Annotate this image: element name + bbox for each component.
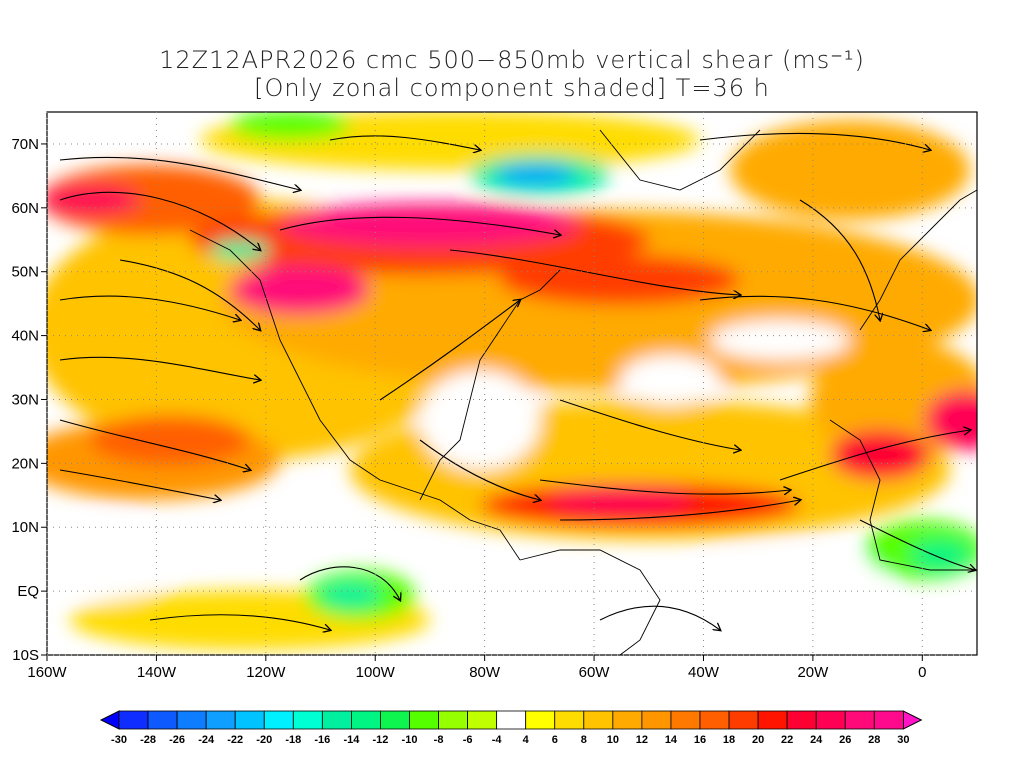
colorbar-label: -16 bbox=[314, 734, 330, 746]
colorbar-box bbox=[641, 710, 672, 730]
colorbar-label: -30 bbox=[111, 734, 127, 746]
colorbar-label: 28 bbox=[868, 734, 880, 746]
lon-tick-label: 140W bbox=[137, 664, 177, 681]
plot-title-line1: 12Z12APR2026 cmc 500−850mb vertical shea… bbox=[159, 46, 865, 74]
lat-tick-label: EQ bbox=[17, 583, 39, 600]
colorbar-label: -22 bbox=[227, 734, 243, 746]
colorbar-box bbox=[118, 710, 149, 730]
colorbar-label: 20 bbox=[752, 734, 764, 746]
map-frame bbox=[46, 111, 978, 656]
colorbar-box bbox=[525, 710, 556, 730]
lat-tick-label: 60N bbox=[11, 200, 39, 217]
colorbar-box bbox=[873, 710, 904, 730]
colorbar-label: -24 bbox=[198, 734, 215, 746]
colorbar-label: -18 bbox=[285, 734, 301, 746]
colorbar-box bbox=[205, 710, 236, 730]
colorbar-box bbox=[786, 710, 817, 730]
colorbar-box bbox=[670, 710, 701, 730]
lon-tick-label: 60W bbox=[579, 664, 611, 681]
lon-tick-label: 80W bbox=[469, 664, 501, 681]
axes: 160W 140W 120W 100W 80W 60W 40W 20W 0 70N 60N 50N 40… bbox=[11, 112, 977, 681]
colorbar-high-arrow bbox=[902, 710, 923, 730]
shading-layer bbox=[47, 112, 977, 655]
colorbar-label: 24 bbox=[810, 734, 823, 746]
colorbar-label: -20 bbox=[256, 734, 272, 746]
lon-tick-label: 160W bbox=[27, 664, 67, 681]
colorbar-label: 8 bbox=[581, 734, 587, 746]
colorbar-box bbox=[380, 710, 410, 730]
colorbar-label: 16 bbox=[694, 734, 706, 746]
colorbar-box bbox=[147, 710, 178, 730]
colorbar-box bbox=[844, 710, 875, 730]
colorbar-label: 6 bbox=[552, 734, 558, 746]
colorbar-label: 30 bbox=[897, 734, 909, 746]
lon-tick-label: 40W bbox=[688, 664, 720, 681]
colorbar-label: -8 bbox=[434, 734, 444, 746]
lon-tick-label: 0 bbox=[918, 664, 926, 681]
lat-tick-label: 50N bbox=[11, 264, 39, 281]
colorbar-label: -14 bbox=[343, 734, 360, 746]
lon-tick-label: 100W bbox=[356, 664, 396, 681]
colorbar-low-arrow bbox=[99, 710, 120, 730]
colorbar-box bbox=[350, 710, 381, 730]
colorbar-box bbox=[699, 710, 730, 730]
lat-tick-label: 70N bbox=[11, 136, 39, 153]
colorbar-label: 10 bbox=[607, 734, 619, 746]
colorbar-label: -6 bbox=[463, 734, 473, 746]
colorbar-box bbox=[612, 710, 643, 730]
colorbar-box bbox=[234, 710, 265, 730]
plot-title-line2: [Only zonal component shaded] T=36 h bbox=[254, 74, 770, 102]
colorbar-label: 12 bbox=[636, 734, 648, 746]
colorbar-label: 22 bbox=[781, 734, 793, 746]
colorbar-box bbox=[263, 710, 294, 730]
streamlines bbox=[59, 132, 975, 630]
colorbar: -30 -28 -26 -24 -22 -20 -18 -16 -14 -12 -10 -8 -6 -4 4… bbox=[99, 710, 923, 746]
lat-tick-label: 10N bbox=[11, 519, 39, 536]
lon-tick-label: 120W bbox=[246, 664, 286, 681]
lat-tick-label: 40N bbox=[11, 328, 39, 345]
colorbar-box bbox=[438, 710, 468, 730]
coastlines bbox=[189, 129, 977, 655]
colorbar-box bbox=[409, 710, 439, 730]
lon-tick-label: 20W bbox=[797, 664, 829, 681]
colorbar-box bbox=[467, 710, 498, 730]
colorbar-label: 26 bbox=[839, 734, 851, 746]
colorbar-label: -10 bbox=[402, 734, 418, 746]
colorbar-box bbox=[583, 710, 614, 730]
colorbar-label: 14 bbox=[665, 734, 678, 746]
colorbar-box bbox=[815, 710, 846, 730]
colorbar-label: -4 bbox=[492, 734, 503, 746]
lat-tick-label: 30N bbox=[11, 391, 39, 408]
colorbar-label: -12 bbox=[372, 734, 388, 746]
colorbar-box bbox=[554, 710, 585, 730]
colorbar-label: 4 bbox=[523, 734, 530, 746]
lat-tick-label: 10S bbox=[12, 647, 39, 664]
colorbar-box bbox=[176, 710, 207, 730]
colorbar-box bbox=[292, 710, 323, 730]
lat-tick-label: 20N bbox=[11, 455, 39, 472]
colorbar-box bbox=[321, 710, 352, 730]
colorbar-label: 18 bbox=[723, 734, 735, 746]
colorbar-box bbox=[757, 710, 788, 730]
colorbar-box bbox=[728, 710, 759, 730]
colorbar-label: -28 bbox=[140, 734, 156, 746]
colorbar-label: -26 bbox=[169, 734, 185, 746]
colorbar-box bbox=[496, 710, 527, 730]
